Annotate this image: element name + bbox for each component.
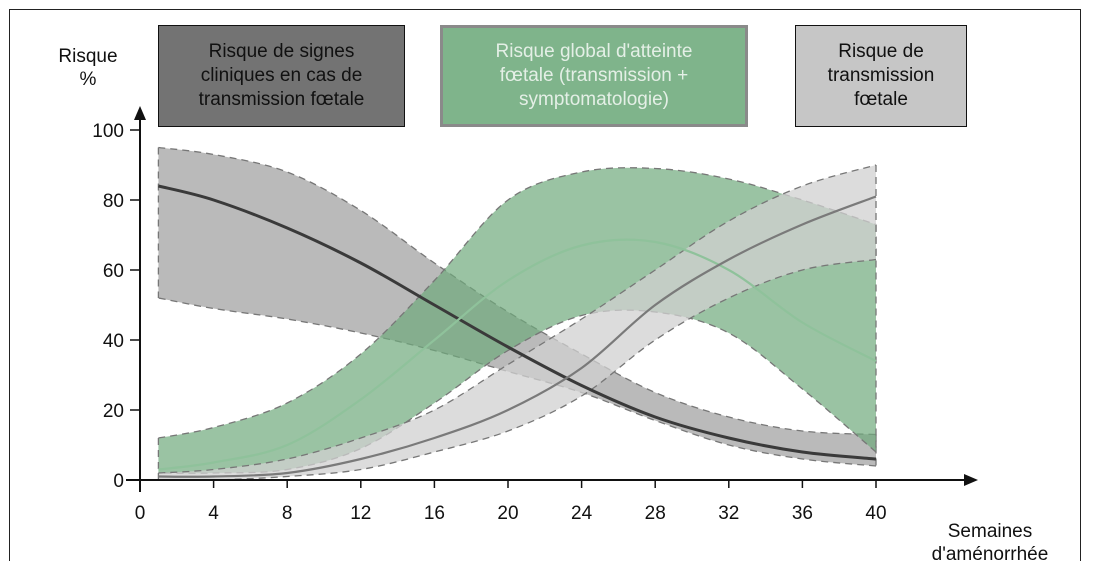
x-axis-label: Semaines d'aménorrhée	[900, 520, 1080, 566]
y-axis-label-line-1: Risque	[58, 46, 118, 67]
band-signes	[158, 147, 876, 466]
legend-signes-cliniques: Risque de signes cliniques en cas de tra…	[158, 25, 405, 127]
band-transmission	[158, 165, 876, 481]
x-tick-label: 4	[208, 503, 219, 524]
x-tick-label: 24	[571, 503, 593, 524]
x-tick-label: 20	[497, 503, 518, 524]
band-upper-edge-transmission	[158, 164, 877, 474]
band-upper-edge-signes	[158, 146, 877, 436]
legend-risque-global: Risque global d'atteinte fœtale (transmi…	[440, 25, 748, 127]
x-tick-label: 16	[424, 503, 445, 524]
y-tick-label: 60	[103, 261, 124, 282]
series-line-signes	[158, 184, 877, 461]
series-line-global	[158, 238, 877, 471]
y-tick-label: 0	[113, 471, 124, 492]
x-axis-arrow	[964, 474, 978, 486]
x-tick-label: 12	[350, 503, 371, 524]
y-axis-label: Risque %	[48, 45, 128, 91]
x-tick-label: 36	[792, 503, 813, 524]
chart-frame	[9, 9, 1081, 561]
legend-transmission-foetale: Risque de transmission fœtale	[795, 25, 967, 127]
x-tick-label: 8	[282, 503, 293, 524]
series-line-transmission	[158, 195, 877, 478]
y-tick-label: 40	[103, 331, 124, 352]
x-tick-label: 0	[135, 503, 146, 524]
x-tick-label: 40	[865, 503, 886, 524]
x-tick-label: 32	[718, 503, 739, 524]
y-tick-label: 80	[103, 191, 124, 212]
band-lower-edge-transmission	[158, 258, 877, 481]
x-tick-label: 28	[645, 503, 666, 524]
y-axis-label-line-2: %	[79, 69, 97, 90]
y-tick-label: 100	[92, 121, 124, 142]
x-axis-label-line-2: d'aménorrhée	[931, 544, 1049, 565]
y-tick-label: 20	[103, 401, 124, 422]
x-axis-label-line-1: Semaines	[947, 521, 1033, 542]
y-axis-arrow	[134, 106, 146, 120]
band-lower-edge-signes	[158, 297, 877, 467]
band-upper-edge-global	[158, 167, 877, 439]
